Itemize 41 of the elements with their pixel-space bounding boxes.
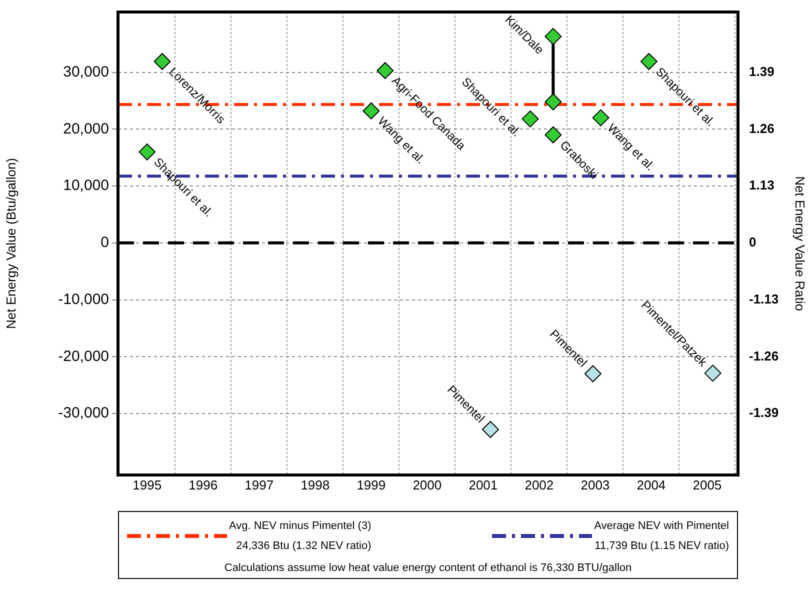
point (544, 126, 562, 144)
category-label: 1.39 (749, 64, 774, 79)
x-tick-label: 1997 (244, 477, 274, 492)
x-tick-label: 1998 (300, 477, 330, 492)
x-tick-label: 1995 (132, 477, 162, 492)
point (544, 28, 562, 45)
y-tick-label: -10,000 (58, 290, 109, 308)
category-label: -1.13 (749, 291, 779, 306)
category-label: 0 (749, 234, 756, 250)
x-tick-label: 1999 (356, 477, 386, 492)
category-label: 1.13 (749, 178, 774, 193)
point (522, 110, 539, 128)
y-tick-label: 10,000 (63, 177, 109, 194)
x-tick-label: 2000 (412, 477, 442, 492)
legend-label: Avg. NEV minus Pimentel (3) 24,336 Btu (1.32 NEV ratio) (229, 519, 372, 554)
x-tick-label: 2003 (580, 477, 610, 492)
y-tick-label: 20,000 (63, 120, 109, 138)
point (362, 102, 380, 120)
point (592, 109, 610, 126)
x-tick-label: 1996 (188, 477, 218, 492)
category-label: 1.26 (749, 120, 774, 136)
y-tick-label: 0 (100, 234, 109, 252)
legend-label: Average NEV with Pimentel 11,739 Btu (1.15 NEV ratio) (594, 519, 729, 554)
y2-axis-title: Net Energy Value Ratio (792, 176, 808, 311)
point (154, 52, 171, 70)
text: Calculations assume low heat value energy content of ethanol is 76,330 BTU/gallon (223, 561, 633, 576)
x-tick-label: 2001 (468, 477, 498, 492)
x-tick-label: 2002 (524, 477, 554, 492)
category-label: -1.39 (749, 405, 779, 420)
y-tick-label: -30,000 (58, 404, 109, 422)
x-tick-label: 2004 (636, 477, 666, 492)
point (138, 143, 156, 160)
category-label: -1.26 (749, 348, 779, 364)
point (376, 62, 394, 80)
point (584, 365, 602, 382)
y-axis-title: Net Energy Value (Btu/gallon) (3, 158, 18, 330)
x-tick-label: 2005 (692, 477, 722, 492)
y-tick-label: 30,000 (63, 63, 109, 80)
point (640, 52, 658, 70)
point (544, 93, 562, 110)
y-tick-label: -20,000 (58, 348, 109, 365)
